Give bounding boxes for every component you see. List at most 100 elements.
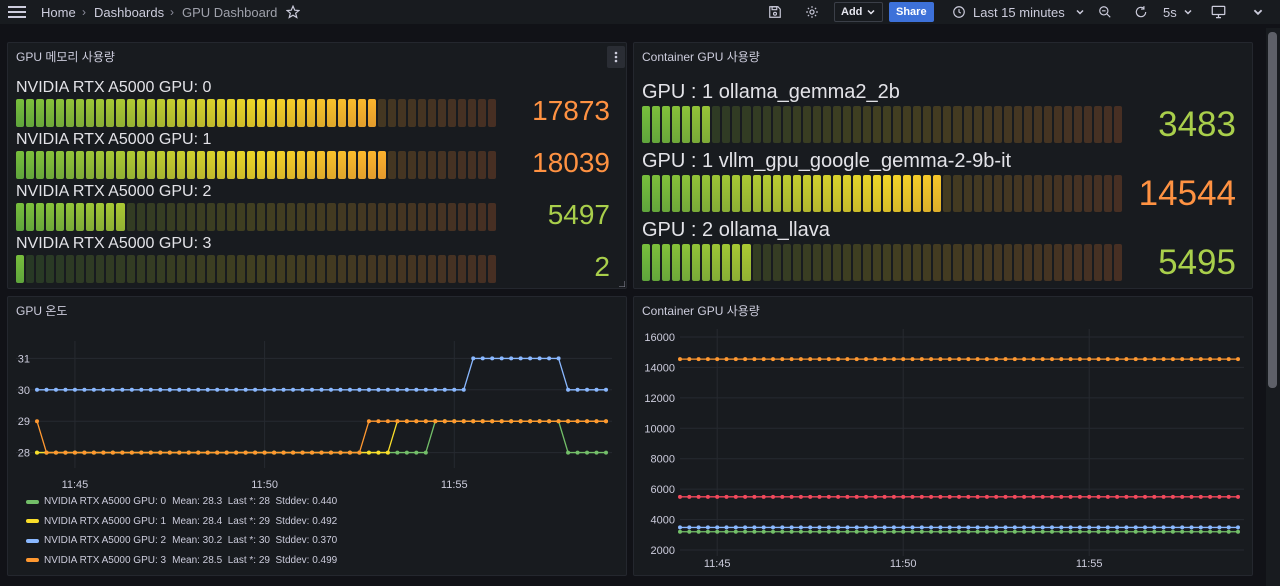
gauge-segment (812, 106, 821, 143)
share-button[interactable]: Share (889, 2, 934, 22)
data-point (901, 529, 906, 534)
data-point (845, 494, 850, 499)
temperature-chart[interactable]: 28 29 30 31 11:45 11:50 11:55 (8, 297, 628, 497)
breadcrumb-home[interactable]: Home (41, 4, 76, 20)
gauge-bar (642, 106, 1123, 143)
data-point (994, 525, 999, 530)
data-point (1198, 525, 1203, 530)
data-point (901, 494, 906, 499)
data-point (205, 387, 210, 392)
data-point (1105, 529, 1110, 534)
gauge-segment (166, 255, 175, 283)
gauge-segment (873, 244, 882, 281)
gauge-segment (16, 203, 25, 231)
legend-item[interactable]: NVIDIA RTX A5000 GPU: 1 Mean: 28.4 Last *… (26, 516, 337, 527)
legend-item[interactable]: NVIDIA RTX A5000 GPU: 0 Mean: 28.3 Last *… (26, 496, 337, 507)
menu-icon[interactable] (8, 0, 26, 24)
data-point (120, 450, 125, 455)
zoom-out-icon[interactable] (1098, 0, 1112, 24)
data-point (253, 450, 258, 455)
data-point (817, 357, 822, 362)
gauge-segment (863, 244, 872, 281)
gauge-segment (96, 151, 105, 179)
data-point (1077, 525, 1082, 530)
legend-item[interactable]: NVIDIA RTX A5000 GPU: 2 Mean: 30.2 Last *… (26, 535, 337, 546)
refresh-interval-picker[interactable]: 5s (1163, 0, 1193, 24)
data-point (715, 494, 720, 499)
save-icon[interactable] (768, 0, 782, 24)
data-point (752, 357, 757, 362)
data-point (910, 357, 915, 362)
gauge-segment (762, 175, 771, 212)
legend-item[interactable]: NVIDIA RTX A5000 GPU: 3 Mean: 28.5 Last *… (26, 555, 337, 566)
gauge-segment (387, 255, 396, 283)
data-point (1143, 494, 1147, 499)
gauge-segment (1104, 244, 1113, 281)
data-point (1115, 357, 1120, 362)
breadcrumb-dashboards[interactable]: Dashboards (94, 4, 165, 20)
resize-handle-icon[interactable] (619, 281, 625, 287)
data-point (678, 525, 682, 530)
data-point (1170, 357, 1175, 362)
star-icon[interactable] (286, 0, 300, 24)
legend-stats: Mean: 28.5 Last *: 29 Stddev: 0.499 (172, 554, 338, 566)
gauge-segment (437, 151, 447, 179)
gauge-label: NVIDIA RTX A5000 GPU: 1 (16, 131, 212, 148)
gauge-segment (176, 151, 185, 179)
settings-gear-icon[interactable] (805, 0, 819, 24)
gauge-segment (397, 99, 406, 127)
gauge-segment (156, 99, 165, 127)
data-point (910, 529, 915, 534)
gauge-segment (377, 151, 386, 179)
gauge-segment (943, 244, 952, 281)
gauge-segment (1053, 106, 1062, 143)
gauge-segment (488, 203, 497, 231)
gauge-segment (206, 99, 215, 127)
gauge-segment (812, 175, 821, 212)
data-point (836, 357, 841, 362)
chevron-down-icon (1184, 9, 1192, 15)
gauge-value: 5495 (1158, 243, 1236, 282)
gauge-segment (337, 255, 346, 283)
gauge-segment (1033, 244, 1042, 281)
gauge-segment (367, 99, 376, 127)
tv-mode-icon[interactable] (1211, 0, 1226, 24)
data-point (1059, 525, 1064, 530)
collapse-chevron-icon[interactable] (1252, 0, 1264, 24)
gauge-segment (307, 255, 316, 283)
data-point (385, 387, 390, 392)
gauge-segment (367, 203, 376, 231)
add-button[interactable]: Add (834, 2, 884, 22)
data-point (715, 525, 720, 530)
time-picker[interactable]: Last 15 minutes (952, 0, 1085, 24)
data-point (44, 450, 49, 455)
data-point (1170, 494, 1175, 499)
data-point (789, 494, 794, 499)
data-point (272, 387, 277, 392)
data-point (994, 529, 999, 534)
data-point (376, 419, 381, 424)
data-point (186, 387, 191, 392)
data-point (1133, 525, 1138, 530)
data-point (938, 525, 943, 530)
gauge-segment (1094, 106, 1103, 143)
data-point (177, 387, 182, 392)
data-point (490, 419, 495, 424)
kebab-menu-icon[interactable] (607, 46, 625, 68)
data-point (845, 525, 850, 530)
data-point (1068, 525, 1073, 530)
data-point (761, 525, 766, 530)
gauge-segment (307, 151, 316, 179)
refresh-icon[interactable] (1134, 0, 1148, 24)
data-point (1124, 357, 1129, 362)
data-point (129, 387, 134, 392)
container-usage-chart[interactable]: 2000 4000 6000 8000 10000 12000 14000 16000 11:4… (634, 297, 1254, 577)
gauge-segment (226, 99, 236, 127)
data-point (1012, 494, 1017, 499)
scrollbar-thumb[interactable] (1268, 32, 1277, 388)
gauge-segment (126, 255, 135, 283)
data-point (585, 387, 590, 392)
gauge-segment (86, 203, 95, 231)
data-point (687, 357, 692, 362)
gauge-segment (287, 203, 296, 231)
